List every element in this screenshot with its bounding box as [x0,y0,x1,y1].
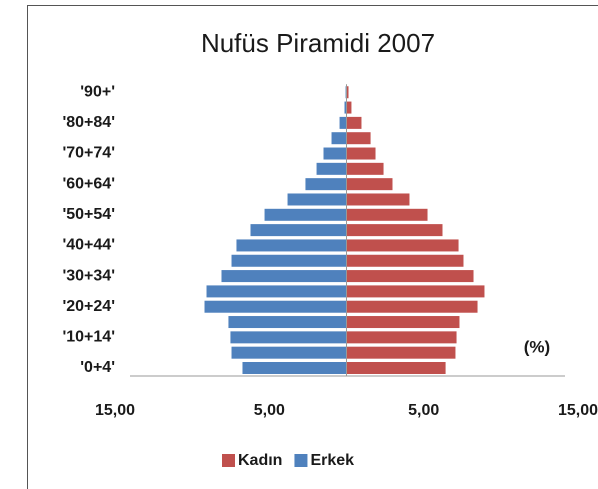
bar [346,300,478,313]
bar [346,86,349,99]
bar [346,362,446,374]
y-tick-label: '50+54' [62,206,115,223]
bar [346,132,371,145]
bar [346,224,443,237]
y-tick-label: '10+14' [62,329,115,346]
bar [346,239,459,252]
legend-swatch [294,454,308,467]
legend-label: Erkek [310,452,354,469]
bar [339,116,347,129]
x-tick-label: 15,00 [558,402,598,419]
bar [346,178,393,191]
bar [344,101,347,114]
bar [346,101,352,114]
bar [305,178,347,191]
y-tick-label: '20+24' [62,298,115,315]
legend-label: Kadın [238,452,282,469]
y-tick-label: '40+44' [62,237,115,254]
bar [316,162,347,175]
bar [204,300,347,313]
bar [242,362,347,374]
bar [323,147,347,160]
x-tick-label: 5,00 [254,402,285,419]
y-tick-label: '60+64' [62,175,115,192]
bar [346,162,384,175]
x-tick-label: 15,00 [95,402,135,419]
bar [346,316,460,329]
bar [346,270,474,283]
bar [346,285,485,298]
chart-title: Nufüs Piramidi 2007 [201,28,435,58]
bar [346,193,410,206]
bar [331,132,347,145]
y-tick-label: '80+84' [62,114,115,131]
bar [250,224,347,237]
bar [346,147,376,160]
bar [231,346,347,359]
bar [231,254,347,267]
bar [264,208,347,221]
bar [346,331,457,344]
bar [236,239,347,252]
bar [346,208,428,221]
bar [230,331,347,344]
y-tick-label: '70+74' [62,145,115,162]
bar [287,193,347,206]
bar [221,270,347,283]
bar [206,285,347,298]
bar [228,316,347,329]
legend-swatch [222,454,235,467]
bar [346,346,456,359]
unit-annotation: (%) [524,337,550,356]
x-tick-label: 5,00 [408,402,439,419]
bar [346,254,464,267]
y-tick-label: '90+' [80,83,115,100]
y-tick-label: '0+4' [80,359,115,376]
bar [346,116,362,129]
y-tick-label: '30+34' [62,267,115,284]
